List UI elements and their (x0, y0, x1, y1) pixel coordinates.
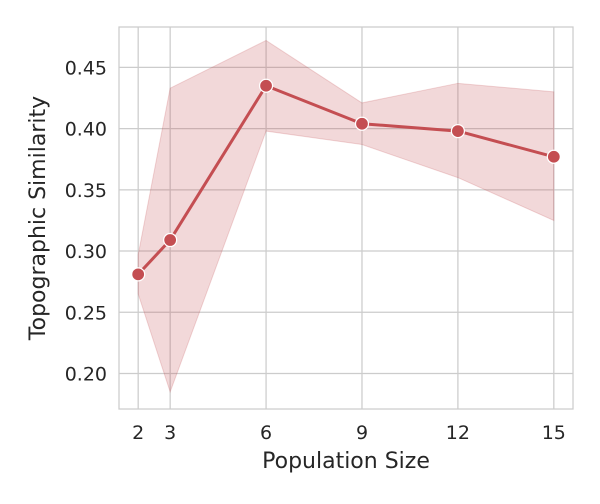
plot-area-background (119, 27, 573, 409)
x-tick-label: 15 (542, 422, 566, 444)
plot-frame (118, 26, 574, 410)
data-point (546, 149, 561, 164)
x-tick-label: 9 (356, 422, 368, 444)
x-tick-label: 6 (260, 422, 272, 444)
y-axis-ticks: 0.20 0.25 0.30 0.35 0.40 0.45 (65, 57, 107, 385)
y-axis-label: Topographic Similarity (26, 96, 51, 341)
x-axis-label: Population Size (262, 449, 430, 474)
x-tick-label: 3 (164, 422, 176, 444)
confidence-band (137, 39, 555, 394)
x-tick-label: 12 (446, 422, 470, 444)
confidence-bands (137, 39, 555, 394)
series-line (136, 84, 556, 276)
data-point (163, 232, 178, 248)
x-tick-label: 2 (132, 422, 144, 444)
y-tick-label: 0.20 (65, 363, 107, 385)
series-markers (131, 78, 561, 282)
y-tick-label: 0.25 (65, 302, 107, 324)
data-point (258, 78, 274, 93)
series-lines (136, 84, 556, 276)
data-point (354, 116, 370, 131)
x-axis-ticks: 2 3 6 9 12 15 (132, 422, 566, 444)
y-tick-label: 0.40 (65, 119, 107, 141)
y-tick-label: 0.35 (65, 180, 107, 202)
data-point (131, 267, 146, 282)
y-tick-label: 0.45 (65, 57, 107, 79)
data-point (450, 123, 466, 139)
y-tick-label: 0.30 (65, 241, 107, 263)
